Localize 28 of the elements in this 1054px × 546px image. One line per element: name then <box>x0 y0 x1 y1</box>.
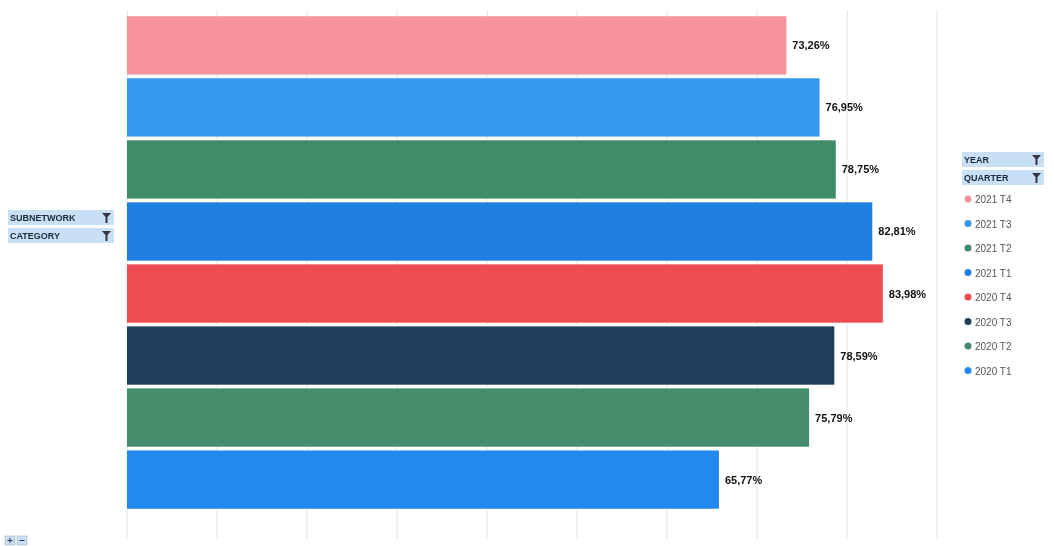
filter-button: SUBNETWORK <box>8 210 114 225</box>
bar <box>127 16 787 75</box>
data-label: 65,77% <box>724 473 763 486</box>
data-label: 75,79% <box>815 411 853 424</box>
text: 2021 T3 <box>975 218 1012 230</box>
bar <box>127 78 820 137</box>
text: 2021 T1 <box>975 267 1012 279</box>
data-label: 73,26% <box>792 39 830 52</box>
bar <box>127 264 883 323</box>
text: 2020 T3 <box>975 316 1012 328</box>
text: 2021 T4 <box>975 194 1012 205</box>
bar <box>127 326 835 385</box>
data-label: 78,75% <box>841 163 880 176</box>
data-label: 76,95% <box>825 101 864 114</box>
data-label: 82,81% <box>878 225 916 238</box>
bar <box>127 388 810 447</box>
data-label: 78,59% <box>840 349 878 362</box>
text: 2020 T2 <box>975 341 1012 352</box>
bar <box>127 450 719 509</box>
data-label: 83,98% <box>888 287 927 300</box>
filter-button: YEAR <box>962 152 1044 167</box>
filter-button: CATEGORY <box>8 228 114 243</box>
bar <box>127 140 836 199</box>
text: 2020 T1 <box>975 365 1012 377</box>
filter-button: QUARTER <box>962 170 1044 185</box>
text: 2021 T2 <box>975 243 1012 254</box>
text: 2020 T4 <box>975 292 1012 303</box>
bar <box>127 202 873 261</box>
